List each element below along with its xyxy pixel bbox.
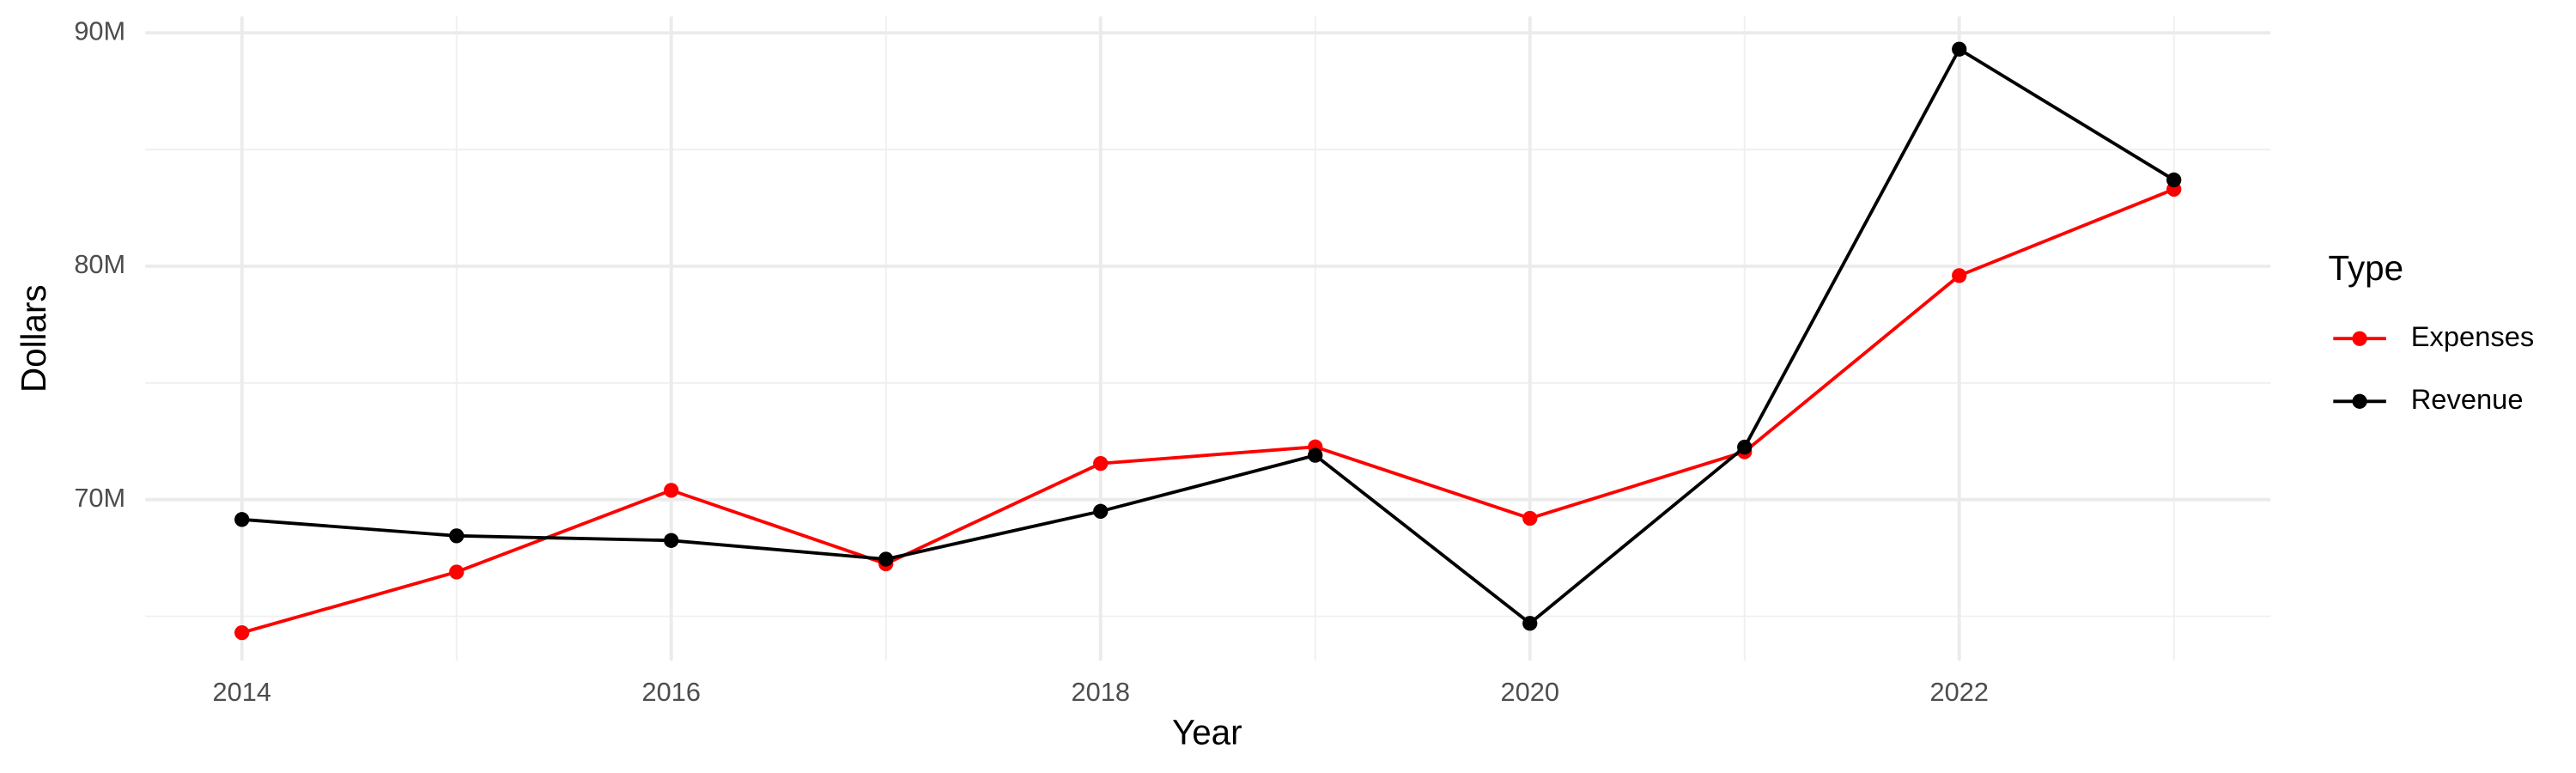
y-tick-label: 80M (74, 249, 125, 279)
data-point (1737, 439, 1753, 455)
data-point (1952, 268, 1967, 283)
data-point (1093, 503, 1109, 519)
legend-key-point (2352, 331, 2367, 346)
y-axis-title: Dollars (14, 284, 53, 393)
data-point (878, 551, 894, 567)
data-point (1952, 41, 1967, 57)
data-point (1522, 616, 1538, 631)
x-axis-title: Year (1172, 712, 1242, 752)
data-point (664, 483, 679, 498)
x-tick-label: 2018 (1072, 677, 1130, 707)
data-point (449, 564, 465, 580)
data-point (2166, 172, 2182, 188)
data-point (1308, 447, 1323, 463)
x-tick-label: 2016 (642, 677, 701, 707)
legend-label: Revenue (2411, 383, 2524, 415)
y-tick-label: 70M (74, 483, 125, 513)
data-point (1522, 510, 1538, 526)
series-line (241, 187, 2175, 635)
data-point (664, 533, 679, 548)
legend-key-point (2352, 393, 2367, 409)
legend-label: Expenses (2411, 320, 2535, 352)
series-line (241, 46, 2175, 626)
legend-title: Type (2329, 248, 2404, 288)
y-tick-label: 90M (74, 15, 125, 46)
x-tick-label: 2014 (213, 677, 271, 707)
x-tick-label: 2020 (1501, 677, 1559, 707)
data-point (234, 512, 250, 527)
data-point (449, 528, 465, 544)
x-tick-label: 2022 (1930, 677, 1989, 707)
data-point (1093, 455, 1109, 472)
data-point (234, 624, 250, 641)
